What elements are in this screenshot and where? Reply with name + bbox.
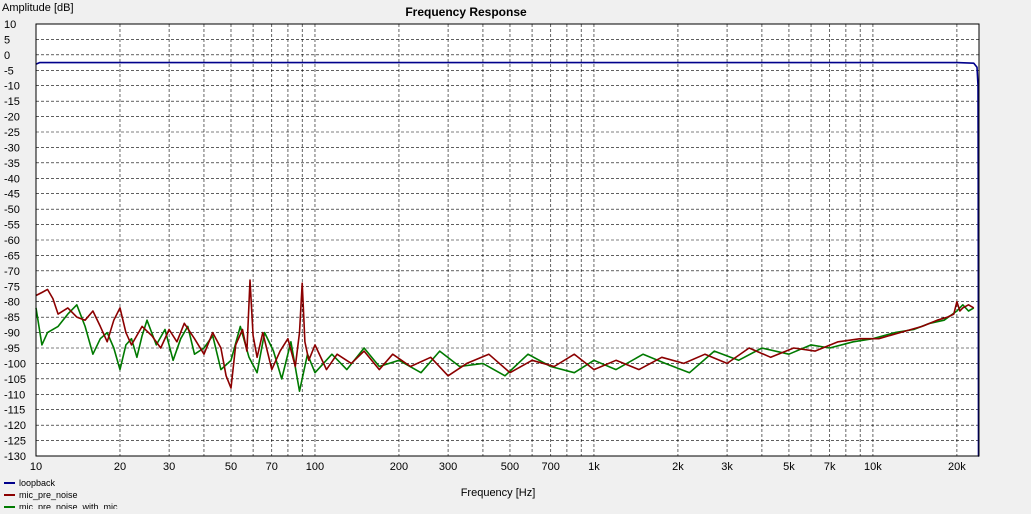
x-tick-label: 20 (114, 461, 126, 473)
y-tick-label: -20 (4, 112, 20, 124)
y-tick-label: -95 (4, 343, 20, 355)
legend-label: mic_pre_noise (19, 490, 78, 500)
y-tick-label: -70 (4, 266, 20, 278)
y-tick-label: -55 (4, 220, 20, 232)
y-tick-label: -110 (4, 389, 25, 401)
legend: loopback mic_pre_noise mic_pre_noise_with_… (4, 478, 118, 512)
x-tick-label: 70 (266, 461, 278, 473)
y-tick-label: -85 (4, 312, 20, 324)
x-tick-label: 700 (542, 461, 560, 473)
y-tick-label: -50 (4, 204, 20, 216)
legend-label: loopback (19, 478, 56, 488)
series-line-loopback (35, 61, 980, 457)
y-tick-label: 10 (4, 19, 16, 31)
y-tick-label: -30 (4, 142, 20, 154)
x-tick-label: 300 (439, 461, 457, 473)
x-tick-label: 500 (501, 461, 519, 473)
y-tick-label: -130 (4, 451, 26, 463)
x-tick-label: 50 (225, 461, 237, 473)
x-tick-label: 2k (672, 461, 684, 473)
y-tick-label: -75 (4, 281, 20, 293)
y-tick-label: -100 (4, 358, 26, 370)
y-tick-label: -45 (4, 189, 20, 201)
y-tick-label: -10 (4, 81, 20, 93)
x-tick-label: 10 (30, 461, 42, 473)
y-tick-label: -65 (4, 250, 20, 262)
y-tick-label: 0 (4, 50, 10, 62)
y-axis-title: Amplitude [dB] (2, 2, 74, 14)
y-tick-label: -60 (4, 235, 20, 247)
y-tick-label: -5 (4, 65, 14, 77)
x-tick-label: 20k (948, 461, 966, 473)
x-tick-label: 5k (783, 461, 795, 473)
x-tick-label: 3k (721, 461, 733, 473)
y-tick-label: -35 (4, 158, 20, 170)
y-tick-label: -40 (4, 173, 20, 185)
y-tick-label: -115 (4, 405, 25, 417)
y-tick-label: 5 (4, 34, 10, 46)
legend-label: mic_pre_noise_with_mic (19, 502, 118, 509)
plot-border (35, 23, 980, 457)
x-tick-label: 7k (824, 461, 836, 473)
x-tick-label: 10k (864, 461, 882, 473)
x-tick-label: 100 (306, 461, 324, 473)
x-tick-label: 30 (163, 461, 175, 473)
y-tick-label: -125 (4, 436, 26, 448)
y-tick-label: -90 (4, 328, 20, 340)
chart-title: Frequency Response (405, 5, 527, 19)
x-axis-title: Frequency [Hz] (461, 487, 536, 499)
x-tick-label: 1k (588, 461, 600, 473)
x-tick-label: 200 (390, 461, 408, 473)
y-tick-label: -80 (4, 297, 20, 309)
y-tick-label: -105 (4, 374, 26, 386)
y-tick-label: -15 (4, 96, 20, 108)
series-line-mic-pre-noise (35, 279, 975, 389)
y-tick-label: -120 (4, 420, 26, 432)
y-tick-label: -25 (4, 127, 20, 139)
